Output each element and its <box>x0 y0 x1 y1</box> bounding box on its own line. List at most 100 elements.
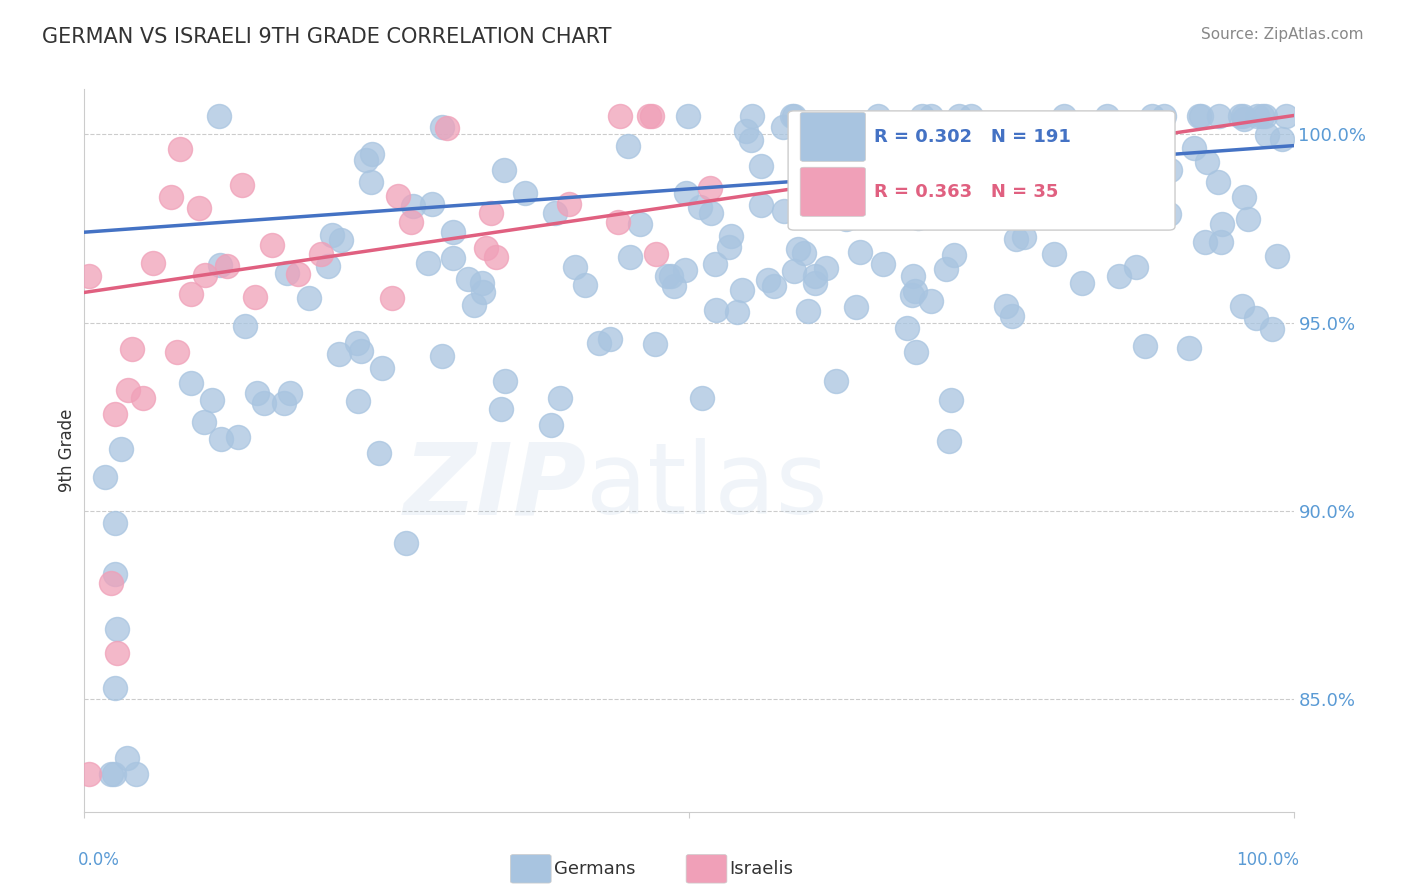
Point <box>1071 276 1094 290</box>
Point <box>644 337 666 351</box>
Text: atlas: atlas <box>586 438 828 535</box>
Text: Source: ZipAtlas.com: Source: ZipAtlas.com <box>1201 27 1364 42</box>
Point <box>783 109 806 123</box>
FancyBboxPatch shape <box>789 111 1175 230</box>
Point <box>125 767 148 781</box>
Point <box>1005 232 1028 246</box>
Point <box>169 142 191 156</box>
Point <box>588 336 610 351</box>
Point <box>1001 309 1024 323</box>
Point <box>1194 235 1216 250</box>
Point <box>441 252 464 266</box>
Text: R = 0.302   N = 191: R = 0.302 N = 191 <box>875 128 1071 146</box>
Point <box>201 392 224 407</box>
Point <box>1000 123 1022 137</box>
Point <box>786 242 808 256</box>
Text: 0.0%: 0.0% <box>79 852 120 870</box>
Point <box>1074 179 1097 194</box>
Point <box>1271 132 1294 146</box>
Point <box>901 268 924 283</box>
Point <box>1265 249 1288 263</box>
Point <box>700 205 723 219</box>
Point <box>925 116 948 130</box>
Point <box>751 159 773 173</box>
Point <box>1209 235 1232 250</box>
Point <box>997 194 1019 209</box>
Point <box>1133 339 1156 353</box>
Point <box>1189 109 1212 123</box>
Point <box>845 202 868 217</box>
Point <box>243 290 266 304</box>
Point <box>824 374 846 388</box>
Point <box>1229 109 1251 123</box>
Text: Israelis: Israelis <box>730 860 794 878</box>
Point <box>1250 109 1272 123</box>
Point <box>1232 109 1254 123</box>
Point <box>318 259 340 273</box>
Point <box>849 245 872 260</box>
Point <box>782 264 804 278</box>
Point <box>441 225 464 239</box>
Point <box>1067 172 1090 186</box>
Point <box>641 109 664 123</box>
Point <box>180 376 202 391</box>
Point <box>1114 158 1136 172</box>
Point <box>1150 192 1173 206</box>
Point <box>920 109 942 123</box>
Point <box>718 240 741 254</box>
Point <box>959 109 981 123</box>
Point <box>740 133 762 147</box>
Point <box>399 214 422 228</box>
Point <box>166 344 188 359</box>
Point <box>381 291 404 305</box>
Point <box>368 446 391 460</box>
Point <box>741 109 763 123</box>
Point <box>430 120 453 135</box>
Point <box>1275 109 1298 123</box>
Point <box>104 407 127 421</box>
Point <box>540 417 562 432</box>
Point <box>749 197 772 211</box>
Point <box>868 109 890 123</box>
Point <box>676 109 699 123</box>
Point <box>607 215 630 229</box>
Point <box>121 343 143 357</box>
Point <box>298 291 321 305</box>
Point <box>416 255 439 269</box>
Point <box>758 273 780 287</box>
Point <box>104 516 127 530</box>
Point <box>105 646 128 660</box>
Point <box>1092 131 1115 145</box>
Point <box>735 124 758 138</box>
Point <box>1208 176 1230 190</box>
Point <box>1108 268 1130 283</box>
Point <box>548 391 571 405</box>
Point <box>402 199 425 213</box>
Point <box>209 432 232 446</box>
Point <box>845 300 868 314</box>
Point <box>104 567 127 582</box>
Point <box>484 251 506 265</box>
Point <box>730 284 752 298</box>
Point <box>231 178 253 193</box>
Point <box>1102 201 1125 215</box>
Point <box>489 402 512 417</box>
Point <box>905 156 928 170</box>
Point <box>1066 194 1088 208</box>
Point <box>1188 109 1211 123</box>
Point <box>1053 109 1076 123</box>
Point <box>103 767 125 781</box>
Point <box>1246 109 1268 123</box>
Point <box>215 260 238 274</box>
Point <box>689 200 711 214</box>
Point <box>704 257 727 271</box>
Point <box>346 335 368 350</box>
Point <box>814 261 837 276</box>
FancyBboxPatch shape <box>800 112 866 161</box>
Point <box>1062 177 1084 191</box>
Point <box>278 385 301 400</box>
Point <box>574 278 596 293</box>
Point <box>287 267 309 281</box>
Point <box>1140 109 1163 123</box>
Point <box>209 258 232 272</box>
